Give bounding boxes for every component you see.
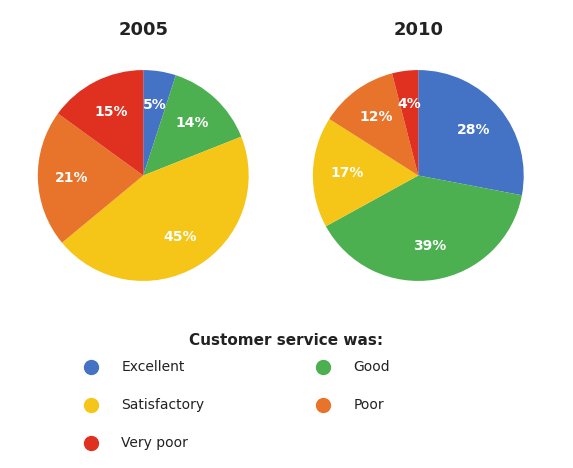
Wedge shape <box>326 176 522 281</box>
Title: 2010: 2010 <box>393 22 444 39</box>
Text: 39%: 39% <box>413 239 446 253</box>
Text: 12%: 12% <box>359 110 393 124</box>
Wedge shape <box>418 70 524 195</box>
Wedge shape <box>58 70 143 176</box>
Wedge shape <box>143 70 176 176</box>
Wedge shape <box>329 73 418 176</box>
Text: Poor: Poor <box>354 398 384 412</box>
Text: 21%: 21% <box>55 171 88 185</box>
Wedge shape <box>313 119 418 227</box>
Text: 28%: 28% <box>457 123 490 137</box>
Text: Customer service was:: Customer service was: <box>190 333 383 348</box>
Wedge shape <box>38 114 143 243</box>
Text: Good: Good <box>354 360 390 374</box>
Text: 14%: 14% <box>175 116 209 130</box>
Text: 15%: 15% <box>94 105 127 118</box>
Text: Very poor: Very poor <box>121 436 189 450</box>
Text: Excellent: Excellent <box>121 360 185 374</box>
Text: 5%: 5% <box>143 98 166 112</box>
Text: 45%: 45% <box>163 230 197 244</box>
Text: 4%: 4% <box>398 97 421 111</box>
Text: 17%: 17% <box>330 166 363 180</box>
Wedge shape <box>392 70 418 176</box>
Wedge shape <box>143 75 241 176</box>
Text: Satisfactory: Satisfactory <box>121 398 205 412</box>
Wedge shape <box>62 137 249 281</box>
Title: 2005: 2005 <box>118 22 168 39</box>
